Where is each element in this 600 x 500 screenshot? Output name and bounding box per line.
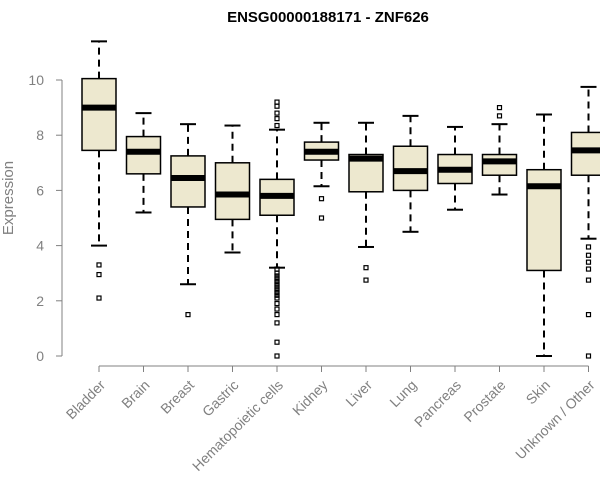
y-tick-label: 4 xyxy=(36,238,44,254)
x-tick-label: Bladder xyxy=(63,377,109,423)
y-tick-label: 2 xyxy=(36,293,44,309)
outlier-point xyxy=(96,262,102,268)
box-iqr xyxy=(170,155,206,208)
x-tick-label: Breast xyxy=(157,377,197,417)
box-bladder xyxy=(81,40,117,301)
box-hematopoietic-cells xyxy=(259,99,295,359)
outlier-point xyxy=(274,339,280,345)
outlier-point xyxy=(318,215,325,221)
outlier-point xyxy=(274,287,280,293)
box-iqr xyxy=(570,131,600,176)
y-tick-label: 8 xyxy=(36,127,44,143)
outlier-point xyxy=(274,300,280,307)
outlier-point xyxy=(274,122,280,129)
box-skin xyxy=(526,113,562,357)
outlier-point xyxy=(363,265,369,271)
outlier-point xyxy=(496,104,503,111)
outlier-point xyxy=(363,277,369,283)
outlier-point xyxy=(96,295,102,301)
outlier-point xyxy=(274,273,280,279)
outlier-point xyxy=(274,306,280,312)
outlier-point xyxy=(274,270,280,276)
y-tick-label: 10 xyxy=(28,72,44,88)
y-axis: 0 2 4 6 8 10 xyxy=(28,72,63,364)
outlier-point xyxy=(274,295,280,301)
box-breast xyxy=(170,123,206,318)
outlier-point xyxy=(585,353,592,359)
box-series xyxy=(81,40,600,359)
box-iqr xyxy=(81,77,117,152)
x-tick-label: Brain xyxy=(118,377,152,411)
outlier-point xyxy=(318,196,325,202)
box-kidney xyxy=(303,121,340,221)
outlier-point xyxy=(274,110,280,116)
outlier-point xyxy=(585,259,592,265)
outlier-point xyxy=(274,284,280,290)
outlier-point xyxy=(274,99,280,105)
outlier-point xyxy=(274,320,280,326)
box-pancreas xyxy=(437,125,473,211)
outlier-point xyxy=(274,103,280,109)
y-axis-label: Expression xyxy=(0,161,17,235)
box-iqr xyxy=(481,153,518,176)
x-tick-label: Unknown / Other xyxy=(512,377,598,463)
outlier-point xyxy=(585,252,592,258)
outlier-point xyxy=(585,266,592,272)
chart-title: ENSG00000188171 - ZNF626 xyxy=(227,9,429,26)
x-tick-label: Skin xyxy=(523,377,554,408)
outlier-point xyxy=(96,271,102,278)
x-tick-label: Lung xyxy=(386,377,419,410)
outlier-point xyxy=(496,113,503,119)
box-unknown-other xyxy=(570,85,600,359)
outlier-point xyxy=(274,312,280,318)
outlier-point xyxy=(274,353,280,359)
x-tick-label: Liver xyxy=(342,377,375,410)
box-lung xyxy=(392,114,429,233)
box-gastric xyxy=(214,124,251,254)
box-brain xyxy=(125,112,162,214)
box-iqr xyxy=(214,162,251,221)
y-tick-label: 0 xyxy=(36,348,44,364)
x-tick-label: Kidney xyxy=(289,377,331,419)
outlier-point xyxy=(185,312,191,318)
outlier-point xyxy=(585,244,592,250)
box-liver xyxy=(348,121,384,283)
outlier-point xyxy=(274,281,280,287)
outlier-point xyxy=(585,312,592,318)
outlier-point xyxy=(274,289,280,296)
x-tick-label: Pancreas xyxy=(411,377,464,430)
outlier-point xyxy=(274,292,280,298)
outlier-point xyxy=(274,278,280,285)
outlier-point xyxy=(585,277,592,283)
x-tick-label: Gastric xyxy=(199,377,242,420)
outlier-point xyxy=(274,276,280,282)
box-prostate xyxy=(481,104,518,196)
box-iqr xyxy=(125,135,162,175)
outlier-point xyxy=(274,116,280,122)
x-tick-label: Prostate xyxy=(460,377,508,425)
y-tick-label: 6 xyxy=(36,182,44,198)
